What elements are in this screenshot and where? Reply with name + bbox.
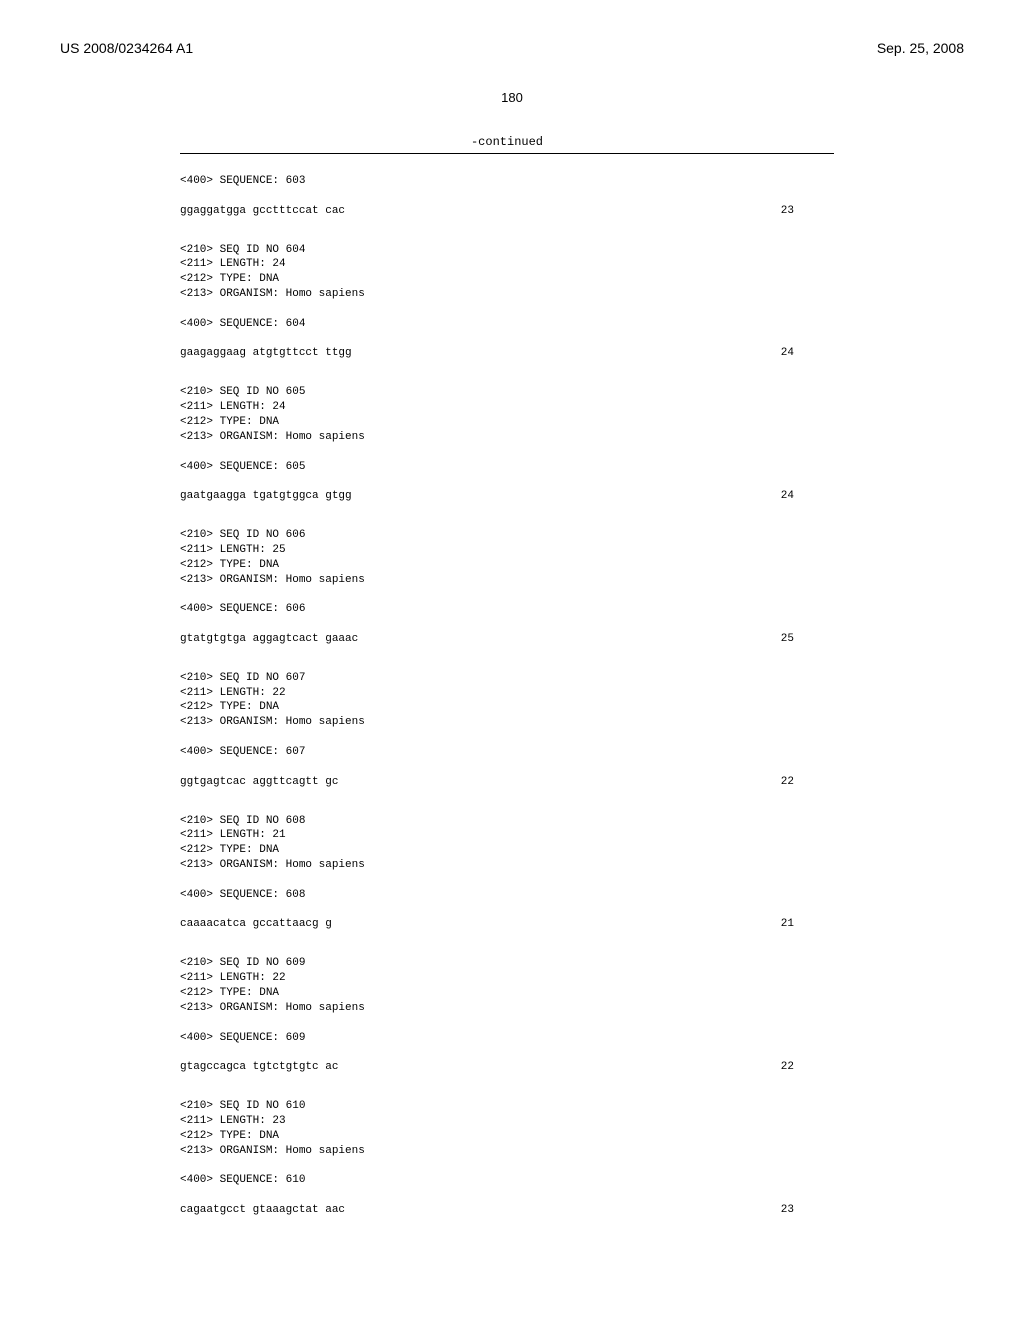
sequence-meta-line: <213> ORGANISM: Homo sapiens xyxy=(180,573,834,588)
spacer xyxy=(180,903,834,918)
content-area: -continued <400> SEQUENCE: 603 ggaggatgg… xyxy=(0,135,1024,1218)
sequence-length: 25 xyxy=(781,632,834,647)
sequence-meta-line xyxy=(180,730,834,745)
sequence-meta-line: <210> SEQ ID NO 609 xyxy=(180,956,834,971)
sequence-data: ggaggatgga gcctttccat cac xyxy=(180,204,345,219)
sequence-length: 21 xyxy=(781,917,834,932)
sequence-block: <210> SEQ ID NO 607<211> LENGTH: 22<212>… xyxy=(180,671,834,790)
sequence-meta-line xyxy=(180,873,834,888)
sequence-meta-line: <213> ORGANISM: Homo sapiens xyxy=(180,430,834,445)
sequence-meta-line: <400> SEQUENCE: 606 xyxy=(180,602,834,617)
sequence-meta-line: <210> SEQ ID NO 606 xyxy=(180,528,834,543)
page-header: US 2008/0234264 A1 Sep. 25, 2008 xyxy=(0,0,1024,66)
sequence-meta-line: <212> TYPE: DNA xyxy=(180,1129,834,1144)
sequence-data: caaaacatca gccattaacg g xyxy=(180,917,332,932)
sequences-container: <400> SEQUENCE: 603 ggaggatgga gcctttcca… xyxy=(180,174,834,1218)
sequence-meta-line: <400> SEQUENCE: 603 xyxy=(180,174,834,189)
sequence-meta-line: <212> TYPE: DNA xyxy=(180,843,834,858)
sequence-meta-line: <213> ORGANISM: Homo sapiens xyxy=(180,858,834,873)
sequence-data: gtatgtgtga aggagtcact gaaac xyxy=(180,632,358,647)
sequence-meta-line: <400> SEQUENCE: 609 xyxy=(180,1031,834,1046)
sequence-meta-line: <400> SEQUENCE: 605 xyxy=(180,460,834,475)
sequence-meta-line: <212> TYPE: DNA xyxy=(180,558,834,573)
sequence-length: 23 xyxy=(781,1203,834,1218)
sequence-block: <210> SEQ ID NO 604<211> LENGTH: 24<212>… xyxy=(180,243,834,362)
patent-date: Sep. 25, 2008 xyxy=(877,40,964,56)
sequence-length: 24 xyxy=(781,489,834,504)
sequence-meta-line xyxy=(180,302,834,317)
sequence-meta-line: <210> SEQ ID NO 610 xyxy=(180,1099,834,1114)
sequence-data-row: gaatgaagga tgatgtggca gtgg 24 xyxy=(180,489,834,504)
sequence-block: <210> SEQ ID NO 606<211> LENGTH: 25<212>… xyxy=(180,528,834,647)
sequence-block: <210> SEQ ID NO 605<211> LENGTH: 24<212>… xyxy=(180,385,834,504)
sequence-meta-line: <400> SEQUENCE: 607 xyxy=(180,745,834,760)
sequence-data-row: gtatgtgtga aggagtcact gaaac 25 xyxy=(180,632,834,647)
sequence-block: <210> SEQ ID NO 610<211> LENGTH: 23<212>… xyxy=(180,1099,834,1218)
page-number: 180 xyxy=(0,90,1024,105)
sequence-meta-line xyxy=(180,1016,834,1031)
sequence-length: 23 xyxy=(781,204,834,219)
sequence-meta-line xyxy=(180,1158,834,1173)
sequence-meta-line: <211> LENGTH: 22 xyxy=(180,971,834,986)
sequence-block: <400> SEQUENCE: 603 ggaggatgga gcctttcca… xyxy=(180,174,834,219)
continued-label: -continued xyxy=(180,135,834,149)
sequence-data-row: gaagaggaag atgtgttcct ttgg 24 xyxy=(180,346,834,361)
sequence-data-row: cagaatgcct gtaaagctat aac 23 xyxy=(180,1203,834,1218)
sequence-data-row: caaaacatca gccattaacg g 21 xyxy=(180,917,834,932)
sequence-meta-line: <211> LENGTH: 24 xyxy=(180,257,834,272)
sequence-meta-line: <212> TYPE: DNA xyxy=(180,272,834,287)
sequence-data: gaatgaagga tgatgtggca gtgg xyxy=(180,489,352,504)
sequence-length: 22 xyxy=(781,1060,834,1075)
sequence-meta-line: <210> SEQ ID NO 607 xyxy=(180,671,834,686)
sequence-meta-line: <400> SEQUENCE: 604 xyxy=(180,317,834,332)
sequence-meta-line: <211> LENGTH: 25 xyxy=(180,543,834,558)
sequence-meta-line: <400> SEQUENCE: 610 xyxy=(180,1173,834,1188)
spacer xyxy=(180,189,834,204)
sequence-data-row: gtagccagca tgtctgtgtc ac 22 xyxy=(180,1060,834,1075)
sequence-meta-line: <211> LENGTH: 21 xyxy=(180,828,834,843)
sequence-data: cagaatgcct gtaaagctat aac xyxy=(180,1203,345,1218)
sequence-data: ggtgagtcac aggttcagtt gc xyxy=(180,775,338,790)
sequence-data-row: ggtgagtcac aggttcagtt gc 22 xyxy=(180,775,834,790)
spacer xyxy=(180,1045,834,1060)
sequence-length: 24 xyxy=(781,346,834,361)
sequence-meta-line: <211> LENGTH: 23 xyxy=(180,1114,834,1129)
spacer xyxy=(180,617,834,632)
sequence-meta-line: <211> LENGTH: 22 xyxy=(180,686,834,701)
sequence-block: <210> SEQ ID NO 609<211> LENGTH: 22<212>… xyxy=(180,956,834,1075)
sequence-data-row: ggaggatgga gcctttccat cac 23 xyxy=(180,204,834,219)
sequence-meta-line: <212> TYPE: DNA xyxy=(180,700,834,715)
sequence-meta-line: <213> ORGANISM: Homo sapiens xyxy=(180,1144,834,1159)
spacer xyxy=(180,474,834,489)
sequence-meta-line xyxy=(180,445,834,460)
separator-line xyxy=(180,153,834,154)
sequence-meta-line: <213> ORGANISM: Homo sapiens xyxy=(180,287,834,302)
sequence-meta-line: <210> SEQ ID NO 608 xyxy=(180,814,834,829)
spacer xyxy=(180,1188,834,1203)
sequence-length: 22 xyxy=(781,775,834,790)
sequence-data: gaagaggaag atgtgttcct ttgg xyxy=(180,346,352,361)
sequence-meta-line xyxy=(180,587,834,602)
spacer xyxy=(180,760,834,775)
sequence-meta-line: <213> ORGANISM: Homo sapiens xyxy=(180,1001,834,1016)
sequence-meta-line: <210> SEQ ID NO 604 xyxy=(180,243,834,258)
spacer xyxy=(180,332,834,347)
sequence-meta-line: <213> ORGANISM: Homo sapiens xyxy=(180,715,834,730)
patent-number: US 2008/0234264 A1 xyxy=(60,40,193,56)
sequence-meta-line: <210> SEQ ID NO 605 xyxy=(180,385,834,400)
sequence-block: <210> SEQ ID NO 608<211> LENGTH: 21<212>… xyxy=(180,814,834,933)
sequence-meta-line: <211> LENGTH: 24 xyxy=(180,400,834,415)
sequence-data: gtagccagca tgtctgtgtc ac xyxy=(180,1060,338,1075)
sequence-meta-line: <212> TYPE: DNA xyxy=(180,415,834,430)
sequence-meta-line: <400> SEQUENCE: 608 xyxy=(180,888,834,903)
sequence-meta-line: <212> TYPE: DNA xyxy=(180,986,834,1001)
